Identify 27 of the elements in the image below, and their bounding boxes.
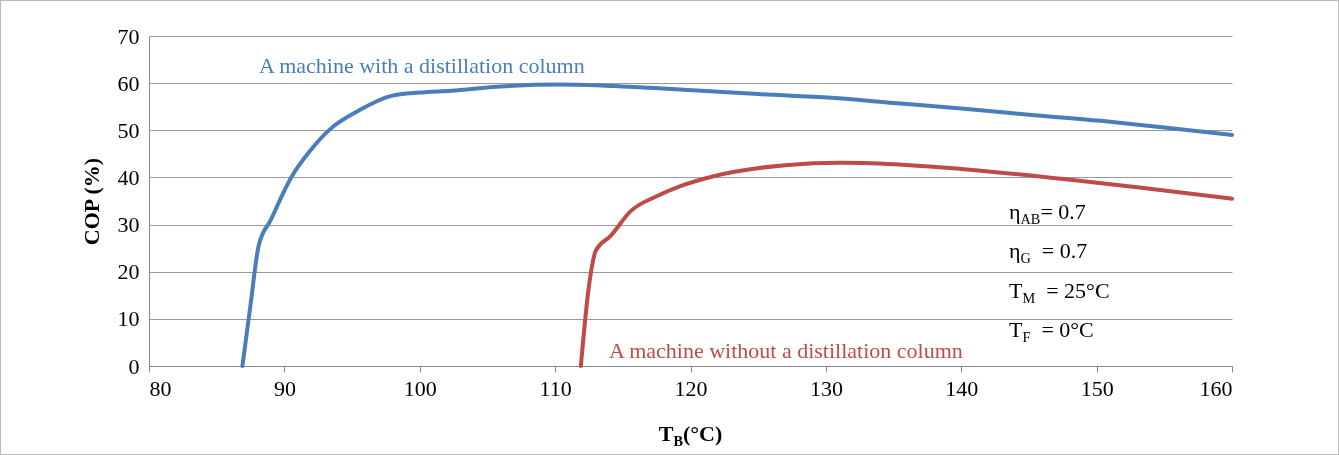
y-tick-label: 50: [117, 117, 140, 143]
x-tick-label: 150: [1080, 375, 1114, 401]
x-tick-label: 100: [403, 375, 437, 401]
x-tick-label: 160: [1199, 375, 1233, 401]
y-axis-title: COP (%): [78, 157, 104, 246]
series-label: A machine without a distillation column: [609, 338, 963, 363]
y-tick-label: 0: [128, 353, 140, 379]
y-tick-label: 30: [117, 212, 140, 238]
x-tick-label: 80: [149, 375, 172, 401]
y-tick-label: 60: [117, 70, 140, 96]
line-series: [578, 160, 1234, 368]
line-series: [240, 82, 1234, 368]
x-tick-label: 90: [273, 375, 296, 401]
x-tick-label: 110: [539, 375, 572, 401]
annotation: T$_{M}$ = 25°C: [1009, 277, 1110, 307]
y-tick-label: 20: [117, 259, 140, 285]
x-axis-title: T$_{B}$(°C): [657, 421, 724, 451]
y-tick-label: 40: [117, 164, 140, 190]
series-label: A machine with a distillation column: [259, 53, 585, 78]
y-tick-label: 70: [117, 23, 140, 49]
annotation: η$_{G}$ = 0.7: [1009, 238, 1088, 267]
x-tick-label: 120: [674, 375, 708, 401]
x-tick-label: 130: [809, 375, 843, 401]
annotation: η$_{AB}$= 0.7: [1009, 199, 1086, 228]
annotation: T$_{F}$ = 0°C: [1009, 317, 1094, 346]
x-tick-label: 140: [945, 375, 979, 401]
y-tick-label: 10: [117, 306, 140, 332]
